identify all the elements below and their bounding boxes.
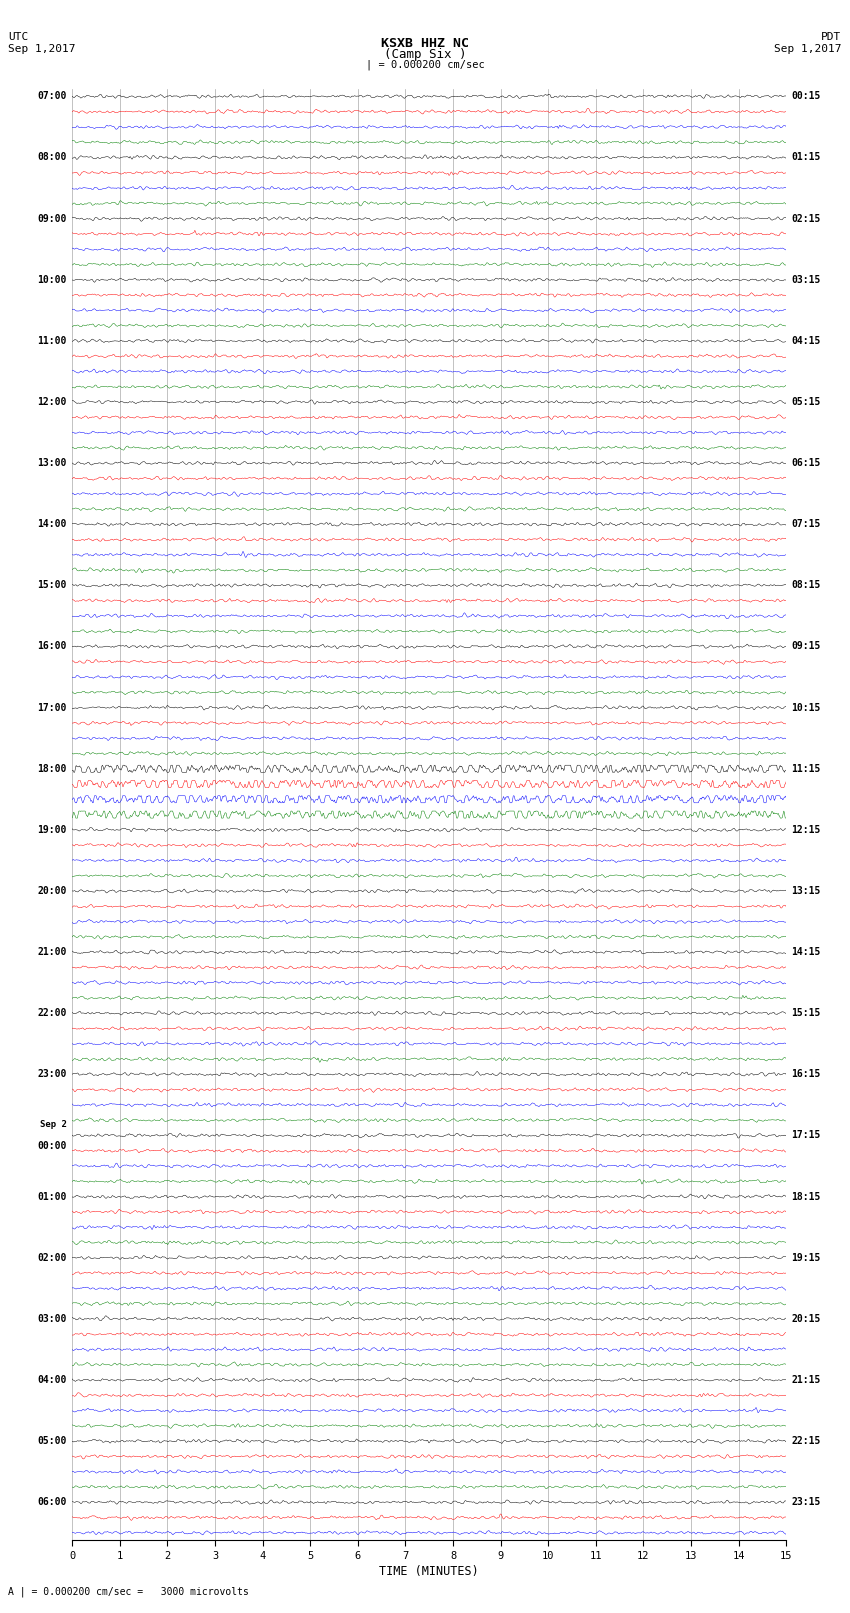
Text: 22:15: 22:15 [791, 1436, 821, 1447]
Text: 18:00: 18:00 [37, 763, 66, 774]
Text: 16:00: 16:00 [37, 642, 66, 652]
Text: 08:00: 08:00 [37, 153, 66, 163]
Text: 17:15: 17:15 [791, 1131, 821, 1140]
Text: 20:15: 20:15 [791, 1315, 821, 1324]
Text: 21:15: 21:15 [791, 1374, 821, 1386]
Text: 21:00: 21:00 [37, 947, 66, 957]
Text: 00:15: 00:15 [791, 92, 821, 102]
Text: 07:00: 07:00 [37, 92, 66, 102]
Text: 02:00: 02:00 [37, 1253, 66, 1263]
Text: A | = 0.000200 cm/sec =   3000 microvolts: A | = 0.000200 cm/sec = 3000 microvolts [8, 1586, 249, 1597]
Text: Sep 2: Sep 2 [40, 1121, 66, 1129]
Text: 01:15: 01:15 [791, 153, 821, 163]
Text: 20:00: 20:00 [37, 886, 66, 895]
Text: 06:00: 06:00 [37, 1497, 66, 1507]
Text: 11:00: 11:00 [37, 336, 66, 345]
Text: Sep 1,2017: Sep 1,2017 [774, 44, 842, 53]
Text: 23:00: 23:00 [37, 1069, 66, 1079]
Text: 09:15: 09:15 [791, 642, 821, 652]
Text: 13:15: 13:15 [791, 886, 821, 895]
Text: 17:00: 17:00 [37, 703, 66, 713]
Text: 14:15: 14:15 [791, 947, 821, 957]
Text: | = 0.000200 cm/sec: | = 0.000200 cm/sec [366, 60, 484, 71]
Text: 09:00: 09:00 [37, 213, 66, 224]
Text: 19:00: 19:00 [37, 824, 66, 836]
Text: 18:15: 18:15 [791, 1192, 821, 1202]
Text: 04:00: 04:00 [37, 1374, 66, 1386]
Text: 15:00: 15:00 [37, 581, 66, 590]
Text: 05:15: 05:15 [791, 397, 821, 406]
Text: 23:15: 23:15 [791, 1497, 821, 1507]
Text: 06:15: 06:15 [791, 458, 821, 468]
Text: 12:00: 12:00 [37, 397, 66, 406]
Text: 00:00: 00:00 [37, 1140, 66, 1152]
Text: 03:00: 03:00 [37, 1315, 66, 1324]
Text: 03:15: 03:15 [791, 274, 821, 286]
Text: 16:15: 16:15 [791, 1069, 821, 1079]
Text: 10:00: 10:00 [37, 274, 66, 286]
Text: 01:00: 01:00 [37, 1192, 66, 1202]
Text: (Camp Six ): (Camp Six ) [383, 48, 467, 61]
Text: UTC: UTC [8, 32, 29, 42]
Text: 02:15: 02:15 [791, 213, 821, 224]
Text: Sep 1,2017: Sep 1,2017 [8, 44, 76, 53]
Text: 13:00: 13:00 [37, 458, 66, 468]
Text: 05:00: 05:00 [37, 1436, 66, 1447]
Text: 04:15: 04:15 [791, 336, 821, 345]
Text: 10:15: 10:15 [791, 703, 821, 713]
Text: 12:15: 12:15 [791, 824, 821, 836]
Text: PDT: PDT [821, 32, 842, 42]
Text: 22:00: 22:00 [37, 1008, 66, 1018]
Text: 19:15: 19:15 [791, 1253, 821, 1263]
Text: 07:15: 07:15 [791, 519, 821, 529]
Text: KSXB HHZ NC: KSXB HHZ NC [381, 37, 469, 50]
Text: 14:00: 14:00 [37, 519, 66, 529]
Text: 11:15: 11:15 [791, 763, 821, 774]
Text: 08:15: 08:15 [791, 581, 821, 590]
X-axis label: TIME (MINUTES): TIME (MINUTES) [379, 1565, 479, 1578]
Text: 15:15: 15:15 [791, 1008, 821, 1018]
